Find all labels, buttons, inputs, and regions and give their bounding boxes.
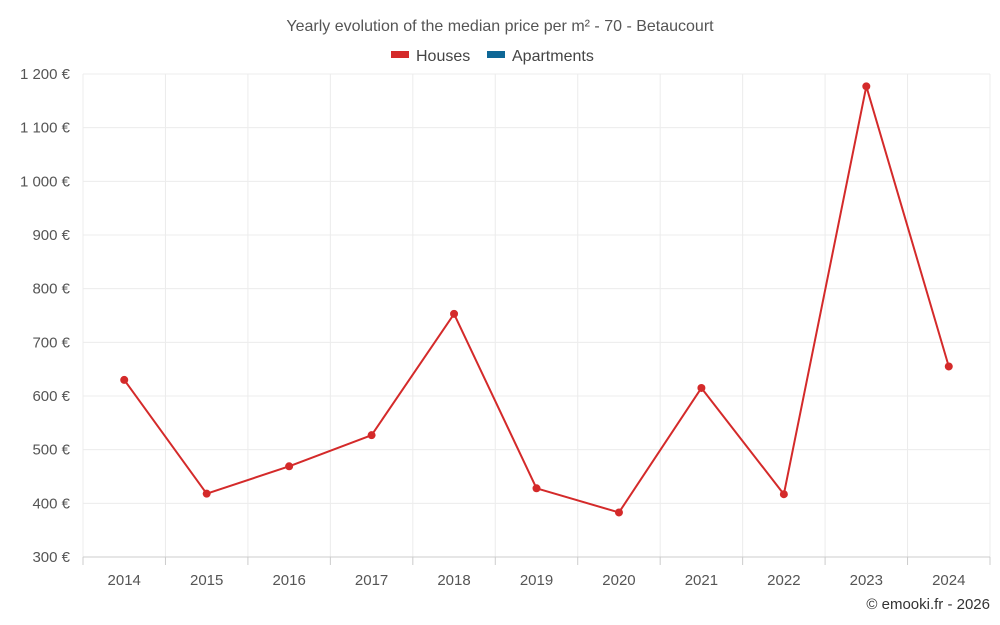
x-tick-label: 2021 [685, 572, 718, 589]
data-point-houses[interactable] [697, 383, 706, 392]
data-point-houses[interactable] [532, 484, 541, 493]
chart-title: Yearly evolution of the median price per… [286, 18, 714, 35]
x-tick-label: 2020 [602, 572, 635, 589]
legend-item-apartments[interactable]: Apartments [487, 48, 594, 65]
series-houses [120, 82, 953, 517]
y-tick-label: 1 100 € [20, 120, 71, 137]
y-tick-label: 700 € [32, 334, 70, 351]
data-point-houses[interactable] [450, 309, 459, 318]
data-point-houses[interactable] [285, 462, 294, 471]
y-tick-label: 800 € [32, 281, 70, 298]
credit-text: © emooki.fr - 2026 [866, 596, 990, 613]
y-tick-label: 600 € [32, 388, 70, 405]
y-axis-ticks: 300 € 400 € 500 € 600 € 700 € 800 € 900 € 1 000… [20, 66, 71, 566]
legend-label-houses: Houses [416, 48, 470, 65]
x-tick-label: 2016 [272, 572, 305, 589]
legend: Houses Apartments [391, 48, 594, 65]
grid-lines [82, 73, 991, 557]
legend-label-apartments: Apartments [512, 48, 594, 65]
legend-item-houses[interactable]: Houses [391, 48, 470, 65]
x-tick-label: 2023 [850, 572, 883, 589]
data-point-houses[interactable] [367, 431, 376, 440]
y-tick-label: 900 € [32, 227, 70, 244]
y-tick-label: 500 € [32, 442, 70, 459]
data-point-houses[interactable] [614, 508, 623, 517]
x-tick-label: 2017 [355, 572, 388, 589]
data-point-houses[interactable] [120, 375, 129, 384]
x-tick-label: 2018 [437, 572, 470, 589]
data-point-houses[interactable] [862, 82, 871, 91]
legend-swatch-houses [391, 51, 409, 58]
x-tick-label: 2022 [767, 572, 800, 589]
x-axis-ticks: 2014 2015 2016 2017 2018 2019 2020 2021 2022 2023… [82, 557, 991, 589]
y-tick-label: 300 € [32, 549, 70, 566]
y-tick-label: 400 € [32, 495, 70, 512]
legend-swatch-apartments [487, 51, 505, 58]
data-point-houses[interactable] [202, 489, 211, 498]
x-tick-label: 2015 [190, 572, 223, 589]
data-point-houses[interactable] [779, 490, 788, 499]
y-tick-label: 1 200 € [20, 66, 71, 83]
y-tick-label: 1 000 € [20, 173, 71, 190]
x-tick-label: 2019 [520, 572, 553, 589]
data-point-houses[interactable] [944, 362, 953, 371]
x-tick-label: 2024 [932, 572, 965, 589]
x-tick-label: 2014 [108, 572, 141, 589]
